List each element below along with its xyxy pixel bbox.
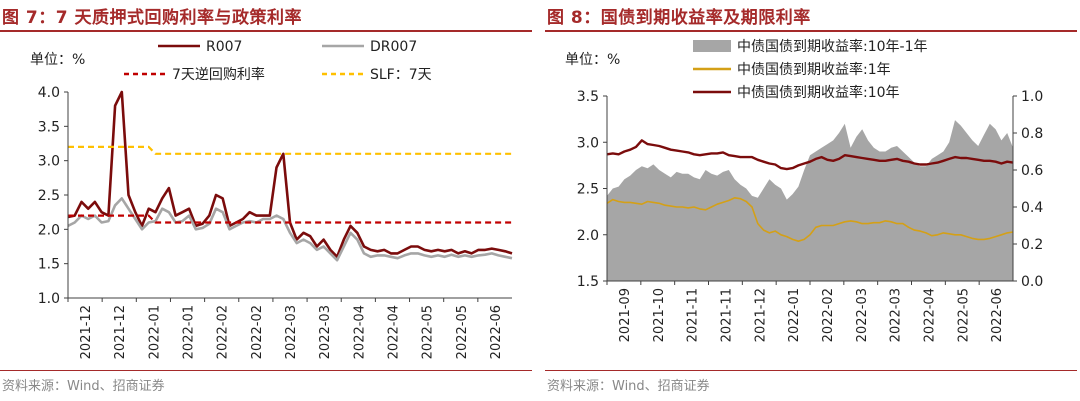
- left-chart-panel: 图 7：7 天质押式回购利率与政策利率 4.0 3.5 3.0 2.5 2.0 1.5 1.…: [0, 0, 535, 401]
- left-legend-label: DR007: [370, 39, 417, 55]
- right-y-tick-label: 2.5: [577, 182, 599, 198]
- right-y-tick-label: 3.5: [577, 89, 599, 105]
- left-y-tick-label: 2.5: [38, 188, 60, 204]
- right-unit-label: 单位：%: [565, 52, 620, 68]
- left-x-tick-label: 2021-12: [79, 305, 94, 359]
- right-series-1-line: [606, 197, 1014, 242]
- right-x-tick-label: 2022-01: [787, 288, 802, 342]
- left-x-tick-label: 2022-03: [284, 305, 299, 359]
- right-legend-label: 中债国债到期收益率:10年: [737, 84, 900, 101]
- left-y-tick-label: 2.0: [38, 222, 60, 238]
- left-y-tick-label: 1.0: [38, 291, 60, 307]
- left-unit-label: 单位：%: [30, 52, 85, 68]
- left-legend-label: R007: [206, 39, 242, 55]
- left-x-tick-label: 2022-06: [489, 305, 504, 359]
- right-x-tick-label: 2021-10: [652, 288, 667, 342]
- right-chart-panel: 图 8：国债到期收益率及期限利率 3.5 3.0 2.5 2.0 1.5 1.0 0.8 0.…: [545, 0, 1080, 401]
- right-y-tick-label: 2.0: [577, 228, 599, 244]
- right-x-tick-label: 2022-02: [821, 288, 836, 342]
- right-y2-tick-label: 0.4: [1021, 200, 1043, 216]
- right-y2-tick-label: 0.2: [1021, 237, 1043, 253]
- left-y-tick-label: 4.0: [38, 85, 60, 101]
- left-title-rule: [0, 30, 532, 32]
- left-x-tick-label: 2022-02: [216, 305, 231, 359]
- left-series-2-line: [68, 214, 512, 224]
- left-x-tick-label: 2022-03: [318, 305, 333, 359]
- right-bottom-rule: [545, 370, 1077, 371]
- left-y-tick-label: 3.0: [38, 154, 60, 170]
- right-legend-swatch: [693, 40, 731, 52]
- right-source-note: 资料来源：Wind、招商证券: [547, 379, 710, 394]
- left-source-note: 资料来源：Wind、招商证券: [2, 379, 165, 394]
- left-series-1-line: [67, 197, 513, 262]
- right-y2-tick-label: 0.0: [1021, 274, 1043, 290]
- left-x-tick-label: 2022-04: [386, 305, 401, 359]
- right-chart-title: 图 8：国债到期收益率及期限利率: [547, 8, 811, 28]
- right-y2-tick-label: 1.0: [1021, 89, 1043, 105]
- right-x-tick-label: 2021-11: [719, 288, 734, 342]
- right-series-2-line: [606, 139, 1014, 171]
- right-x-tick-label: 2022-06: [990, 288, 1005, 342]
- left-x-tick-label: 2022-01: [182, 305, 197, 359]
- right-x-tick-label: 2021-12: [753, 288, 768, 342]
- left-bottom-rule: [0, 370, 532, 371]
- left-x-tick-label: 2022-05: [421, 305, 436, 359]
- left-y-tick-label: 3.5: [38, 119, 60, 135]
- right-x-tick-label: 2022-05: [956, 288, 971, 342]
- right-y2-tick-label: 0.8: [1021, 126, 1043, 142]
- right-y-tick-label: 3.0: [577, 135, 599, 151]
- right-x-tick-label: 2021-11: [686, 288, 701, 342]
- right-x-tick-label: 2022-04: [922, 288, 937, 342]
- left-x-tick-label: 2022-05: [455, 305, 470, 359]
- left-chart-title: 图 7：7 天质押式回购利率与政策利率: [2, 8, 302, 28]
- right-y2-tick-label: 0.6: [1021, 163, 1043, 179]
- left-x-tick-label: 2022-01: [147, 305, 162, 359]
- right-title-rule: [545, 30, 1077, 32]
- left-chart-svg: 4.0 3.5 3.0 2.5 2.0 1.5 1.0 2021-12 2021-12 2022-…: [30, 39, 513, 359]
- right-legend-label: 中债国债到期收益率:1年: [737, 61, 891, 78]
- right-x-tick-label: 2022-03: [855, 288, 870, 342]
- right-legend-label: 中债国债到期收益率:10年-1年: [737, 38, 928, 55]
- right-series-0-area: [607, 120, 1013, 281]
- left-x-tick-label: 2022-02: [250, 305, 265, 359]
- left-x-tick-label: 2022-04: [352, 305, 367, 359]
- left-y-tick-label: 1.5: [38, 257, 60, 273]
- left-series-3-line: [68, 145, 512, 155]
- right-y-tick-label: 1.5: [577, 274, 599, 290]
- right-x-tick-label: 2021-09: [618, 288, 633, 342]
- left-legend-label: 7天逆回购利率: [172, 66, 265, 83]
- right-chart-svg: 3.5 3.0 2.5 2.0 1.5 1.0 0.8 0.6 0.4 0.2 0.0 2021-09…: [565, 38, 1043, 342]
- left-legend-label: SLF：7天: [370, 67, 432, 83]
- left-x-tick-label: 2021-12: [113, 305, 128, 359]
- right-x-tick-label: 2022-03: [889, 288, 904, 342]
